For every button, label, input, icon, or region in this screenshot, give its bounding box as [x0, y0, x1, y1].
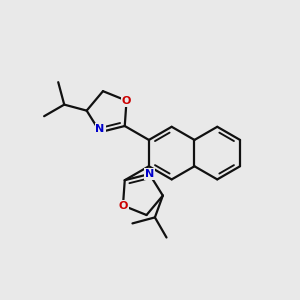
- Text: O: O: [118, 200, 128, 211]
- Text: N: N: [95, 124, 105, 134]
- Text: N: N: [145, 169, 154, 179]
- Text: O: O: [122, 96, 131, 106]
